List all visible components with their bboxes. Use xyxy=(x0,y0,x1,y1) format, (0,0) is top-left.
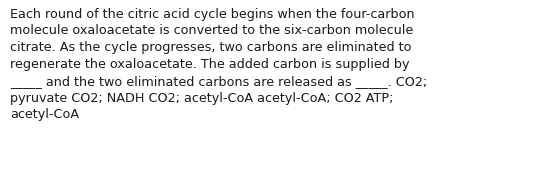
Text: Each round of the citric acid cycle begins when the four-carbon
molecule oxaloac: Each round of the citric acid cycle begi… xyxy=(10,8,427,121)
